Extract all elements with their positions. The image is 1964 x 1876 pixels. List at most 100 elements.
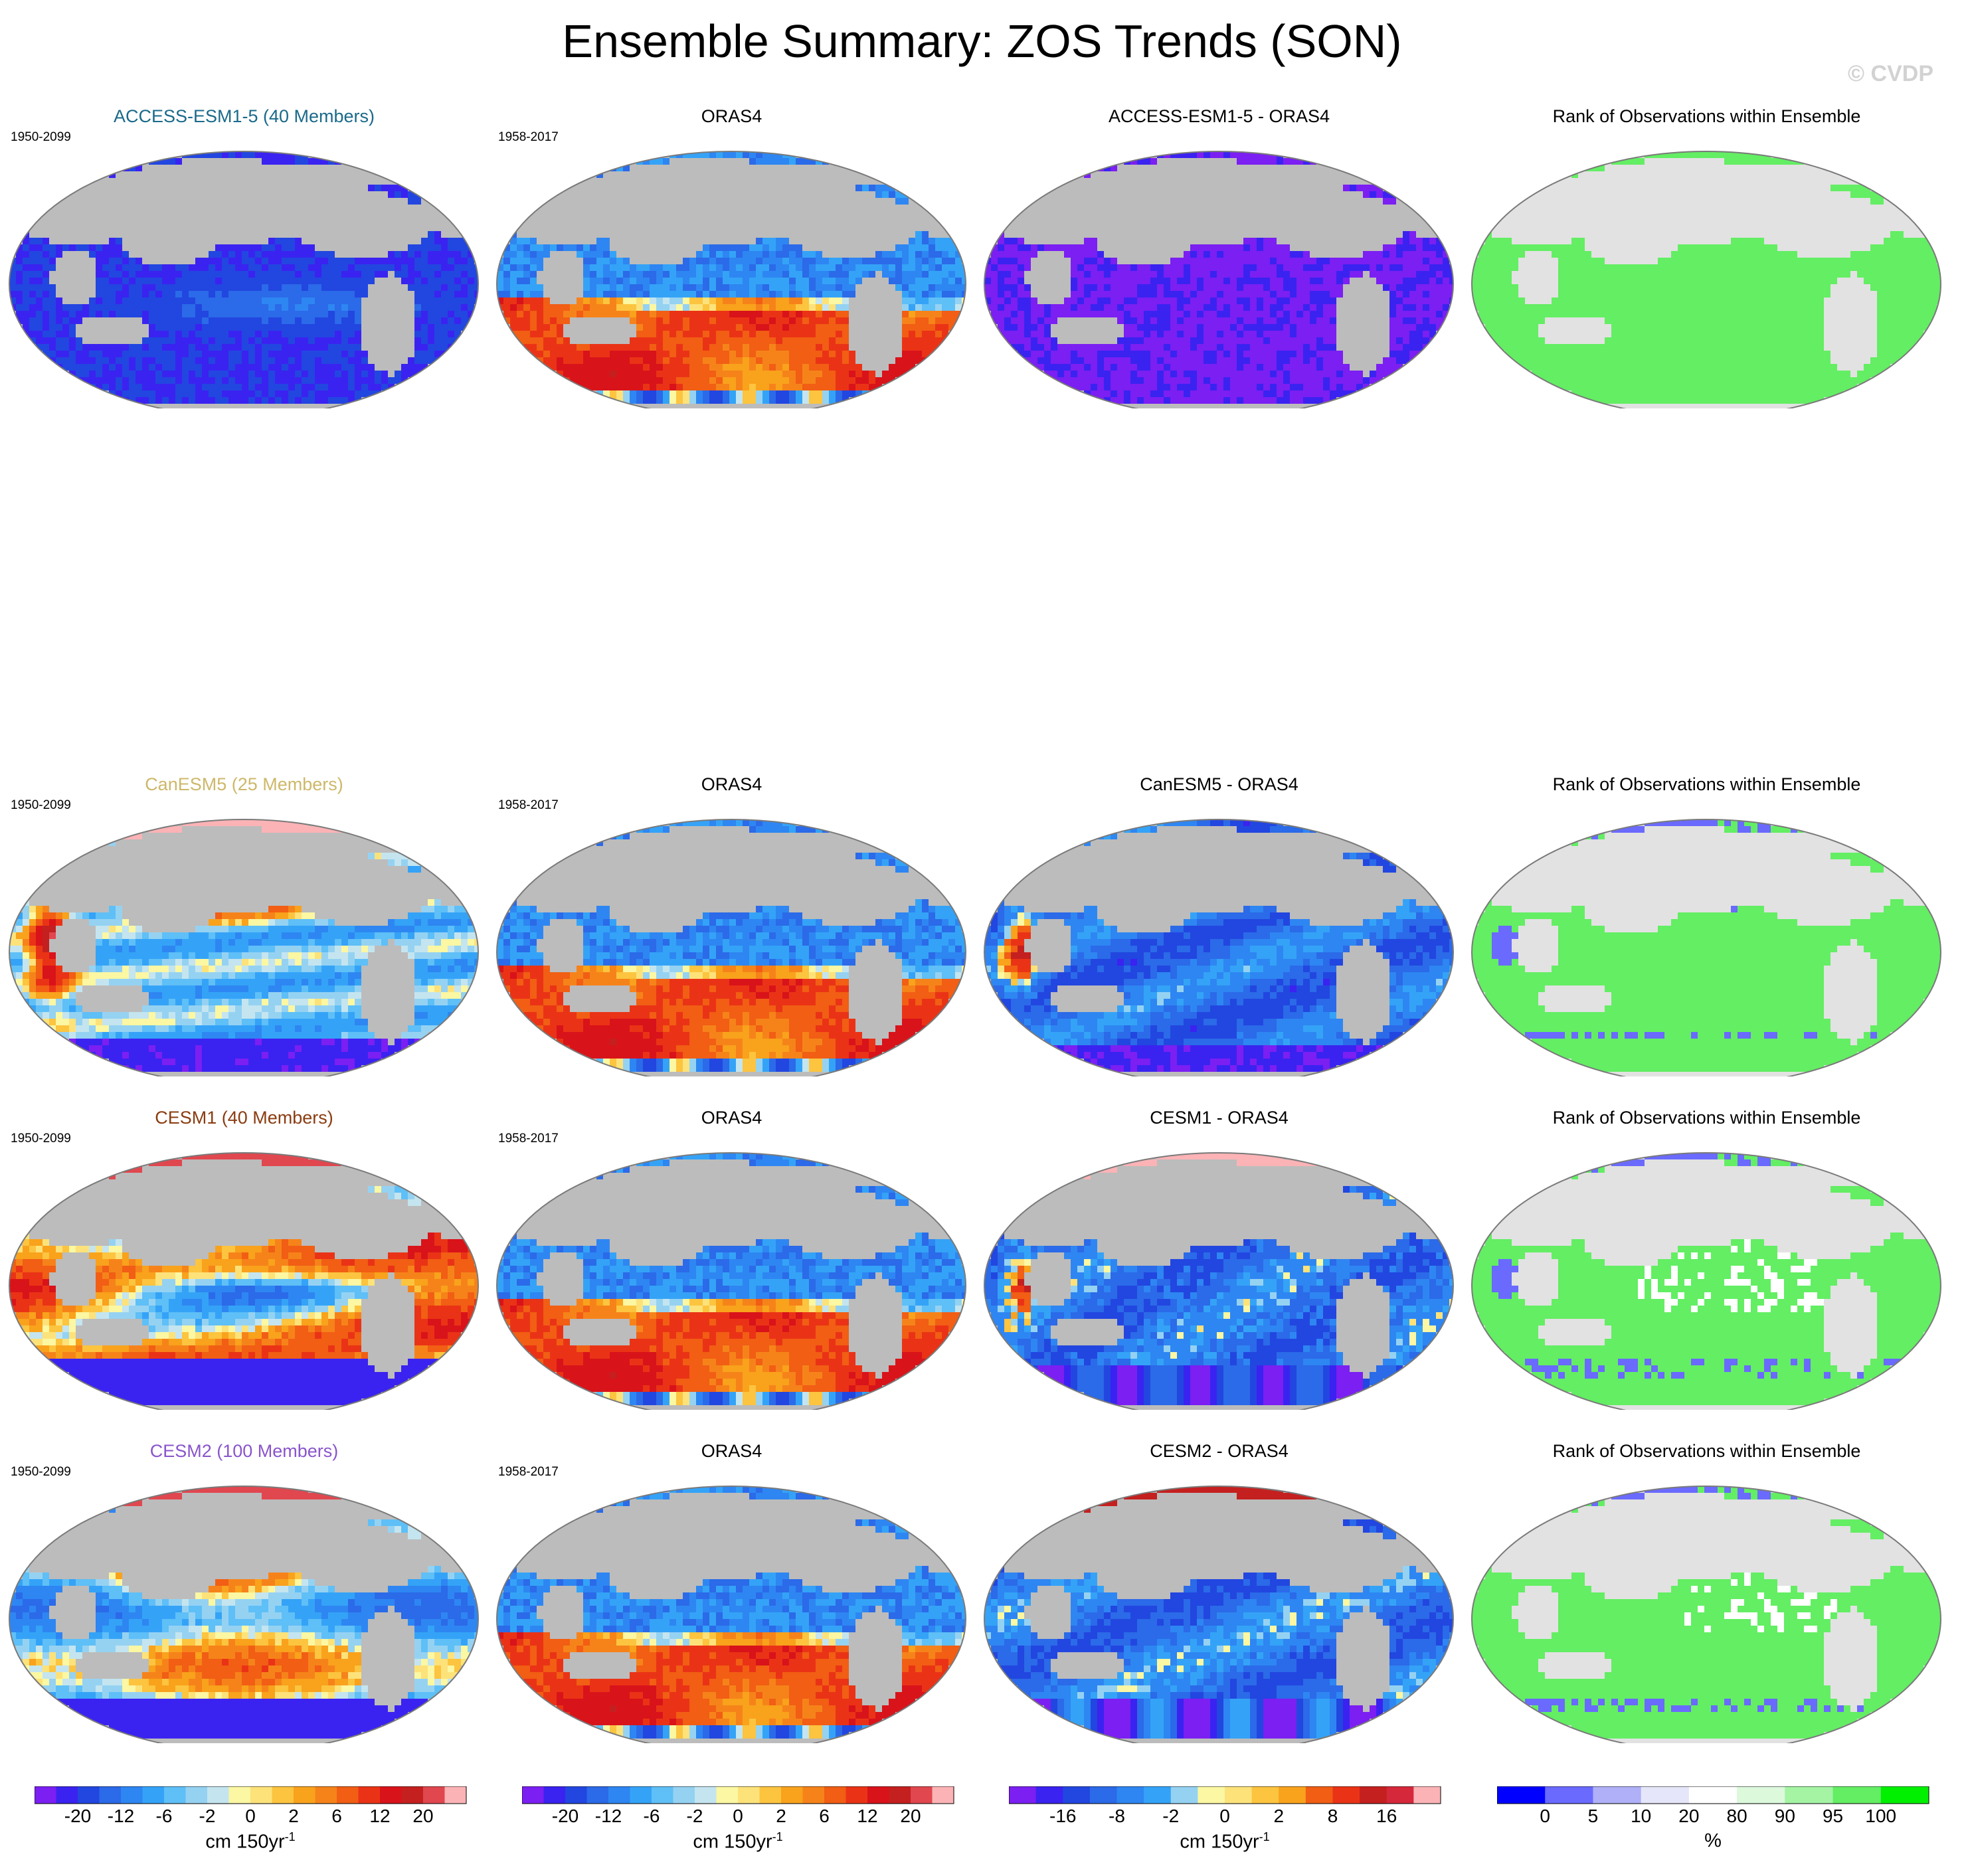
grid-cell <box>1505 264 1512 271</box>
grid-cell <box>1124 371 1130 377</box>
grid-cell <box>1804 304 1811 311</box>
grid-cell <box>96 298 102 304</box>
grid-cell <box>16 291 23 298</box>
grid-cell <box>1396 357 1403 364</box>
grid-cell <box>1190 271 1197 278</box>
grid-cell <box>368 264 375 271</box>
grid-cell <box>563 344 570 351</box>
grid-cell <box>1423 278 1429 284</box>
grid-cell <box>262 390 268 397</box>
grid-cell <box>789 397 796 404</box>
grid-cell <box>1277 344 1283 351</box>
grid-cell <box>315 377 321 384</box>
grid-cell <box>670 390 676 397</box>
grid-cell <box>16 271 23 278</box>
grid-cell <box>228 397 235 404</box>
grid-cell <box>441 304 448 311</box>
grid-cell <box>1751 264 1757 271</box>
grid-cell <box>776 298 782 304</box>
grid-cell <box>836 337 842 344</box>
grid-cell <box>1910 264 1917 271</box>
grid-cell <box>636 311 643 317</box>
grid-cell <box>428 298 434 304</box>
grid-cell <box>1170 291 1177 298</box>
grid-cell <box>395 191 401 198</box>
grid-cell <box>1270 278 1277 284</box>
grid-cell <box>262 377 268 384</box>
grid-cell <box>1117 351 1124 357</box>
grid-cell <box>1923 298 1930 304</box>
grid-cell <box>530 331 537 337</box>
grid-cell <box>1250 311 1257 317</box>
grid-cell <box>1117 377 1124 384</box>
grid-cell <box>1611 317 1618 324</box>
grid-cell <box>1671 278 1678 284</box>
grid-cell <box>1243 284 1250 291</box>
grid-cell <box>36 251 43 258</box>
grid-cell <box>242 324 248 331</box>
grid-cell <box>1791 278 1797 284</box>
grid-cell <box>696 344 703 351</box>
grid-cell <box>96 377 102 384</box>
grid-cell <box>729 390 736 397</box>
grid-cell <box>1250 258 1257 264</box>
grid-cell <box>23 238 29 244</box>
grid-cell <box>836 371 842 377</box>
grid-cell <box>683 258 689 264</box>
grid-cell <box>295 344 302 351</box>
grid-cell <box>1512 351 1518 357</box>
grid-cell <box>275 244 282 251</box>
grid-cell <box>1518 298 1525 304</box>
grid-cell <box>142 344 149 351</box>
grid-cell <box>1217 364 1223 371</box>
grid-cell <box>1210 351 1217 357</box>
grid-cell <box>882 191 889 198</box>
grid-cell <box>275 298 282 304</box>
grid-cell <box>1423 324 1429 331</box>
grid-cell <box>802 298 809 304</box>
grid-cell <box>849 291 855 298</box>
grid-cell <box>530 351 537 357</box>
grid-cell <box>1711 324 1718 331</box>
grid-cell <box>102 371 109 377</box>
grid-cell <box>209 151 215 158</box>
grid-cell <box>268 291 275 298</box>
grid-cell <box>689 317 696 324</box>
grid-cell <box>341 298 348 304</box>
grid-cell <box>530 251 537 258</box>
grid-cell <box>355 278 361 284</box>
grid-cell <box>448 238 454 244</box>
grid-cell <box>583 384 590 390</box>
grid-cell <box>670 304 676 311</box>
grid-cell <box>49 324 56 331</box>
grid-cell <box>29 264 36 271</box>
grid-cell <box>1512 337 1518 344</box>
grid-cell <box>670 351 676 357</box>
grid-cell <box>543 337 550 344</box>
grid-cell <box>1277 357 1283 364</box>
grid-cell <box>56 311 62 317</box>
grid-cell <box>1532 324 1538 331</box>
grid-cell <box>523 317 530 324</box>
grid-cell <box>676 278 683 284</box>
grid-cell <box>1343 364 1350 371</box>
grid-cell <box>1396 244 1403 251</box>
grid-cell <box>1303 271 1310 278</box>
grid-cell <box>1591 344 1598 351</box>
grid-cell <box>69 337 76 344</box>
grid-cell <box>630 311 636 317</box>
grid-cell <box>563 317 570 324</box>
grid-cell <box>1064 244 1071 251</box>
grid-cell <box>955 291 962 298</box>
grid-cell <box>709 244 716 251</box>
grid-cell <box>175 371 182 377</box>
grid-cell <box>583 278 590 284</box>
grid-cell <box>1738 324 1744 331</box>
grid-cell <box>762 264 769 271</box>
grid-cell <box>1757 264 1764 271</box>
grid-cell <box>1223 151 1230 158</box>
grid-cell <box>1897 337 1904 344</box>
grid-cell <box>1217 384 1223 390</box>
grid-cell <box>782 284 789 291</box>
grid-cell <box>262 251 268 258</box>
